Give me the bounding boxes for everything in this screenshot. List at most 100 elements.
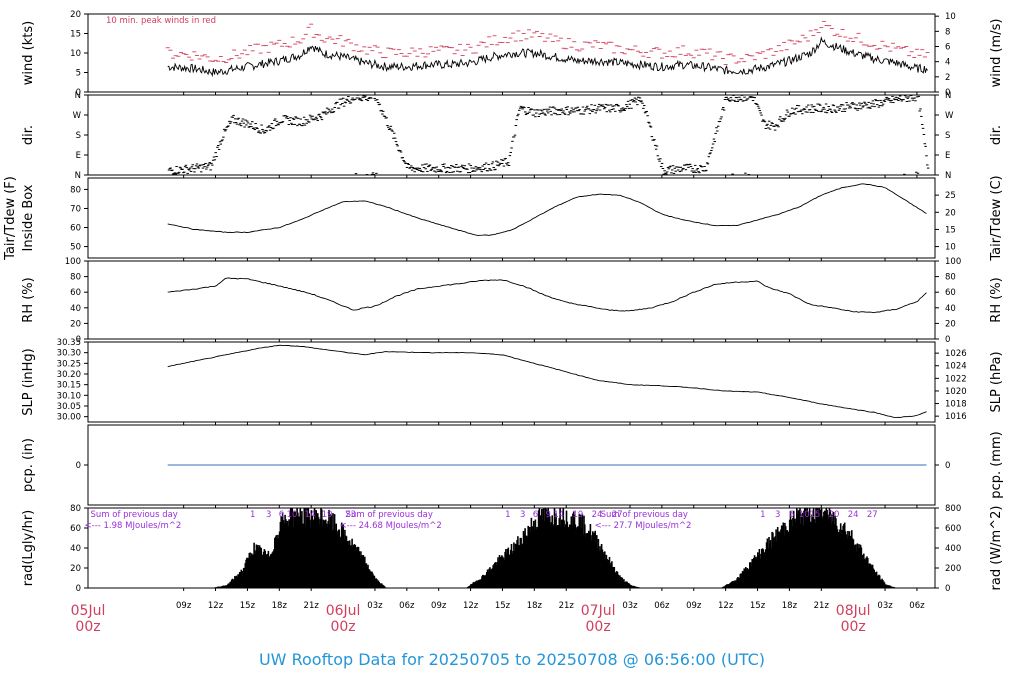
- radiation-bar: [593, 532, 596, 588]
- radiation-bar: [550, 522, 553, 588]
- radiation-bar: [766, 538, 769, 588]
- radiation-bar: [576, 529, 578, 588]
- radiation-bar: [351, 538, 353, 588]
- radiation-sum-value: <--- 1.98 MJoules/m^2: [85, 521, 182, 531]
- hour-tick-label: 09z: [431, 601, 447, 611]
- y-tick-label-right: 4: [945, 58, 950, 68]
- y-axis-label: dir.: [21, 125, 36, 145]
- y-tick-label: 0: [76, 584, 81, 594]
- radiation-bar: [534, 519, 537, 588]
- y-axis-label-right: pcp. (mm): [989, 431, 1004, 498]
- y-tick-label-right: 0: [945, 461, 950, 471]
- sun-hour-label: 6: [533, 510, 538, 520]
- y-tick-label: 80: [70, 273, 81, 283]
- y-axis-label: SLP (inHg): [21, 348, 36, 416]
- y-tick-label-right: 600: [945, 524, 961, 534]
- hour-tick-label: 09z: [176, 601, 192, 611]
- radiation-bar: [631, 585, 633, 588]
- day-hour-label: 00z: [330, 619, 355, 635]
- radiation-bar: [601, 549, 604, 588]
- radiation-bar: [864, 560, 867, 588]
- radiation-bar: [733, 581, 735, 588]
- y-tick-label-right: 1016: [945, 412, 967, 422]
- y-tick-label-right: 1018: [945, 400, 967, 410]
- radiation-bar: [821, 519, 824, 588]
- radiation-bar: [542, 508, 545, 588]
- series-line: [167, 344, 927, 418]
- radiation-bar: [521, 545, 523, 588]
- radiation-bar: [296, 508, 298, 588]
- panel-1: dir. dir.N NE ES SW WN N: [21, 91, 1004, 181]
- radiation-bar: [607, 560, 609, 588]
- sun-hour-label: 27: [867, 510, 878, 520]
- y-tick-label-right: 40: [945, 304, 956, 314]
- radiation-bar: [746, 568, 749, 588]
- sun-hour-label: 9: [545, 510, 550, 520]
- sun-hour-label: 19: [573, 510, 584, 520]
- y-tick-label: 30.00: [57, 413, 81, 423]
- y-axis-label-right: rad (W/m^2): [989, 506, 1004, 591]
- radiation-bar: [309, 527, 312, 588]
- y-tick-label-right: 15: [945, 225, 956, 235]
- radiation-bar: [556, 526, 558, 588]
- radiation-bar: [894, 587, 896, 588]
- radiation-bar: [359, 558, 361, 588]
- radiation-bar: [823, 511, 825, 588]
- sun-hour-label: 1: [250, 510, 255, 520]
- y-tick-label: 5: [76, 69, 81, 79]
- radiation-bar: [872, 568, 875, 588]
- radiation-bar: [490, 569, 493, 588]
- hour-tick-label: 12z: [463, 601, 479, 611]
- series-line: [167, 183, 927, 236]
- radiation-bar: [750, 566, 753, 588]
- hour-tick-label: 21z: [814, 601, 830, 611]
- radiation-bar: [262, 551, 265, 588]
- radiation-bar: [585, 533, 588, 588]
- radiation-bar: [376, 581, 379, 588]
- radiation-bar: [780, 529, 782, 588]
- y-tick-label-right: W: [945, 111, 954, 121]
- radiation-bar: [809, 521, 812, 588]
- y-tick-label: 70: [70, 204, 81, 214]
- y-axis-label: rad(Lgly/hr): [21, 510, 36, 586]
- y-tick-label: 15: [70, 30, 81, 40]
- y-axis-label-right: Tair/Tdew (C): [989, 175, 1004, 261]
- peak-wind-note: 10 min. peak winds in red: [106, 16, 216, 26]
- y-tick-label-right: 6: [945, 43, 950, 53]
- y-tick-label-right: 8: [945, 27, 950, 37]
- radiation-bar: [725, 585, 727, 588]
- y-tick-label: 20: [70, 564, 81, 574]
- radiation-bar: [317, 517, 320, 588]
- radiation-bar: [860, 547, 863, 588]
- radiation-bar: [636, 587, 639, 588]
- series-line: [167, 277, 927, 314]
- radiation-bar: [784, 522, 786, 588]
- radiation-bar: [278, 531, 281, 588]
- radiation-bar: [482, 575, 485, 588]
- hour-tick-label: 03z: [367, 601, 383, 611]
- panel-frame: [87, 177, 936, 259]
- panel-6: rad(Lgly/hr) rad (W/m^2)02040608002004006…: [21, 504, 1004, 594]
- panel-frame: [87, 94, 936, 176]
- sun-hour-label: 3: [520, 510, 525, 520]
- hour-tick-label: 18z: [782, 601, 798, 611]
- y-tick-label-right: E: [945, 151, 950, 161]
- radiation-bar: [623, 579, 625, 588]
- y-tick-label: 0: [76, 461, 81, 471]
- sun-hour-label: 3: [266, 510, 271, 520]
- day-hour-label: 00z: [586, 619, 611, 635]
- sun-hour-label: 1: [760, 510, 765, 520]
- day-label: 08Jul: [836, 603, 871, 619]
- sun-hour-label: 24: [848, 510, 859, 520]
- radiation-bar: [284, 514, 286, 588]
- y-tick-label-right: 20: [945, 208, 956, 218]
- y-axis-label-right: dir.: [989, 125, 1004, 145]
- radiation-bar: [494, 562, 497, 588]
- radiation-bar: [538, 508, 541, 588]
- radiation-bar: [560, 525, 562, 588]
- y-tick-label-right: 25: [945, 191, 956, 201]
- day-label: 05Jul: [71, 603, 106, 619]
- hour-tick-label: 03z: [622, 601, 638, 611]
